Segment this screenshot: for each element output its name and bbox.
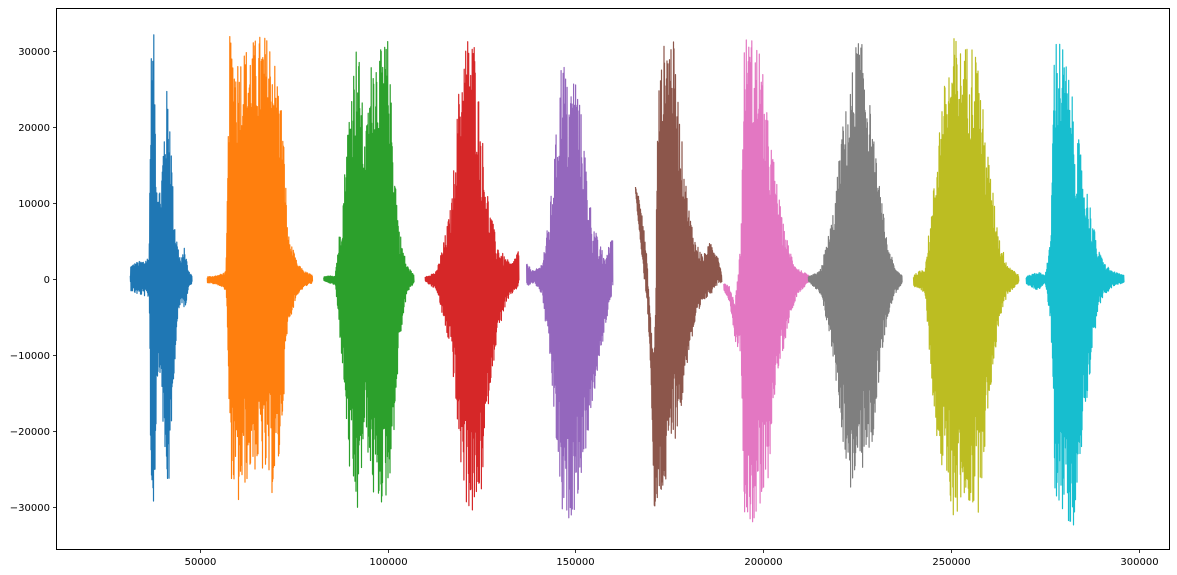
series-4-line: [424, 41, 520, 511]
series-1-line: [129, 34, 193, 502]
x-tick-label: 50000: [185, 557, 217, 568]
x-tick-label: 300000: [1120, 557, 1158, 568]
y-tick-label: 30000: [18, 47, 50, 58]
x-tick-label: 200000: [744, 557, 782, 568]
series-7-line: [723, 39, 810, 523]
series-10-line: [1025, 43, 1125, 526]
y-tick-label: 10000: [18, 199, 50, 210]
x-tick-label: 100000: [369, 557, 407, 568]
y-tick-label: −30000: [10, 503, 50, 514]
y-tick-label: 20000: [18, 123, 50, 134]
x-tick-label: 150000: [556, 557, 594, 568]
series-2-line: [206, 36, 314, 501]
y-tick-label: −20000: [10, 427, 50, 438]
series-9-line: [912, 38, 1020, 516]
series-6-line: [634, 41, 723, 507]
y-tick-label: 0: [44, 275, 50, 286]
axes-layer: 50000 100000 150000 200000 250000 300000−3000…: [10, 47, 1159, 568]
series-5-line: [526, 66, 614, 519]
series-8-line: [807, 43, 903, 488]
y-tick-label: −10000: [10, 351, 50, 362]
x-tick-label: 250000: [932, 557, 970, 568]
series-3-line: [323, 41, 415, 508]
series-layer: [129, 34, 1125, 526]
plot-frame: [56, 8, 1170, 550]
